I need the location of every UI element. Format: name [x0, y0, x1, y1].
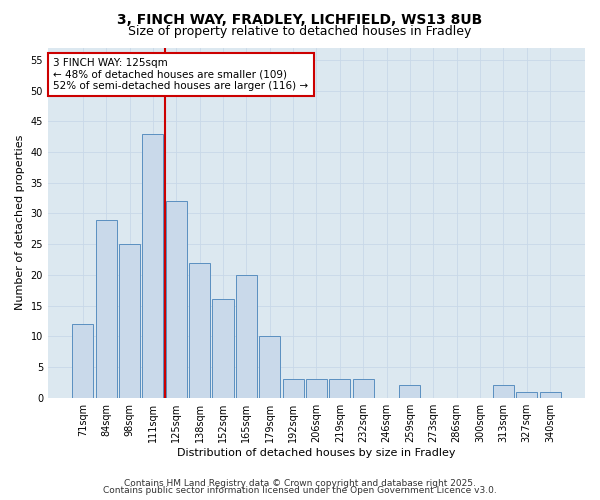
Bar [400, 386, 421, 398]
Bar [283, 380, 304, 398]
Bar [95, 220, 117, 398]
Text: Size of property relative to detached houses in Fradley: Size of property relative to detached ho… [128, 25, 472, 38]
Bar [189, 262, 210, 398]
Bar [73, 324, 94, 398]
Bar [539, 392, 560, 398]
Text: 3, FINCH WAY, FRADLEY, LICHFIELD, WS13 8UB: 3, FINCH WAY, FRADLEY, LICHFIELD, WS13 8… [118, 12, 482, 26]
Bar [329, 380, 350, 398]
Y-axis label: Number of detached properties: Number of detached properties [15, 135, 25, 310]
Bar [212, 300, 233, 398]
Bar [516, 392, 537, 398]
Bar [236, 275, 257, 398]
Bar [306, 380, 327, 398]
Text: Contains HM Land Registry data © Crown copyright and database right 2025.: Contains HM Land Registry data © Crown c… [124, 478, 476, 488]
Bar [259, 336, 280, 398]
Bar [166, 201, 187, 398]
X-axis label: Distribution of detached houses by size in Fradley: Distribution of detached houses by size … [177, 448, 456, 458]
Text: 3 FINCH WAY: 125sqm
← 48% of detached houses are smaller (109)
52% of semi-detac: 3 FINCH WAY: 125sqm ← 48% of detached ho… [53, 58, 308, 91]
Bar [493, 386, 514, 398]
Bar [119, 244, 140, 398]
Bar [142, 134, 163, 398]
Bar [353, 380, 374, 398]
Text: Contains public sector information licensed under the Open Government Licence v3: Contains public sector information licen… [103, 486, 497, 495]
